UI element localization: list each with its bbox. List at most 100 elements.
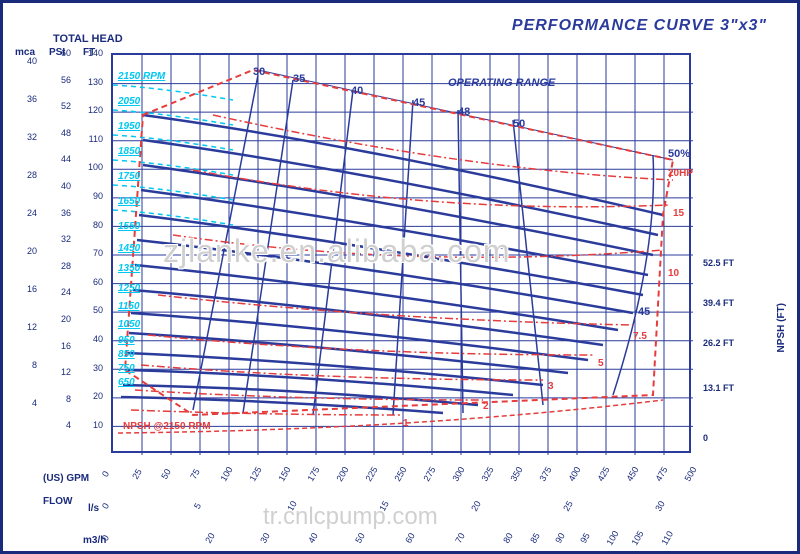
right-52: 52.5 FT bbox=[703, 258, 734, 268]
rpm-1150: 1150 bbox=[118, 301, 140, 312]
npsh-axis-label: NPSH (FT) bbox=[776, 303, 787, 352]
x-m3h-80: 80 bbox=[501, 531, 515, 545]
x-m3h-85: 85 bbox=[528, 531, 542, 545]
x-gpm-200: 200 bbox=[334, 465, 350, 483]
hp-5: 5 bbox=[598, 358, 604, 369]
x-gpm-150: 150 bbox=[276, 465, 292, 483]
x-m3h-30: 30 bbox=[258, 531, 272, 545]
hp-10: 10 bbox=[668, 268, 679, 279]
y-psi-44: 44 bbox=[47, 154, 71, 164]
y-psi-56: 56 bbox=[47, 75, 71, 85]
hp-7.5: 7.5 bbox=[633, 331, 647, 342]
operating-range: OPERATING RANGE bbox=[448, 78, 555, 89]
x-gpm-0: 0 bbox=[100, 469, 111, 478]
eff-30: 30 bbox=[253, 66, 265, 78]
x-gpm-75: 75 bbox=[188, 467, 202, 481]
eff-48: 48 bbox=[458, 106, 470, 118]
x-gpm-425: 425 bbox=[595, 465, 611, 483]
x-gpm-300: 300 bbox=[450, 465, 466, 483]
x-gpm-325: 325 bbox=[479, 465, 495, 483]
right-0: 0 bbox=[703, 433, 708, 443]
y-mca-16: 16 bbox=[13, 284, 37, 294]
watermark-1: zjlanke.en.alibaba.com bbox=[163, 233, 511, 270]
x-ls-5: 5 bbox=[192, 501, 203, 510]
rpm-750: 750 bbox=[118, 363, 135, 374]
rpm-1050: 1050 bbox=[118, 319, 140, 330]
x-m3h-70: 70 bbox=[453, 531, 467, 545]
y-psi-16: 16 bbox=[47, 341, 71, 351]
y-psi-24: 24 bbox=[47, 287, 71, 297]
y-ft-140: 140 bbox=[79, 48, 103, 58]
x-gpm-450: 450 bbox=[624, 465, 640, 483]
x-gpm-175: 175 bbox=[305, 465, 321, 483]
y-ft-110: 110 bbox=[79, 134, 103, 144]
y-mca-24: 24 bbox=[13, 208, 37, 218]
x-gpm-500: 500 bbox=[682, 465, 698, 483]
y-mca-8: 8 bbox=[13, 360, 37, 370]
x-gpm-475: 475 bbox=[653, 465, 669, 483]
y-ft-80: 80 bbox=[79, 220, 103, 230]
rpm-1450: 1450 bbox=[118, 243, 140, 254]
y-ft-40: 40 bbox=[79, 334, 103, 344]
y-mca-4: 4 bbox=[13, 398, 37, 408]
rpm-1650: 1650 bbox=[118, 196, 140, 207]
y-ft-50: 50 bbox=[79, 305, 103, 315]
y-ft-30: 30 bbox=[79, 363, 103, 373]
x-gpm-375: 375 bbox=[537, 465, 553, 483]
y-ft-60: 60 bbox=[79, 277, 103, 287]
rpm-1350: 1350 bbox=[118, 263, 140, 274]
x-m3h-100: 100 bbox=[604, 529, 620, 547]
eff-45: 45 bbox=[413, 97, 425, 109]
x-gpm-125: 125 bbox=[247, 465, 263, 483]
y-ft-90: 90 bbox=[79, 191, 103, 201]
x-gpm-250: 250 bbox=[392, 465, 408, 483]
x-ls-30: 30 bbox=[653, 499, 667, 513]
y-ft-120: 120 bbox=[79, 105, 103, 115]
rpm-850: 850 bbox=[118, 349, 135, 360]
rpm-1750: 1750 bbox=[118, 171, 140, 182]
eff-45b: 45 bbox=[638, 306, 650, 318]
rpm-2050: 2050 bbox=[118, 96, 140, 107]
y-psi-20: 20 bbox=[47, 314, 71, 324]
x-ls-0: 0 bbox=[100, 501, 111, 510]
hp-20: 20HP bbox=[668, 168, 693, 179]
hp-1: 1 bbox=[403, 418, 409, 429]
eff-35: 35 bbox=[293, 73, 305, 85]
x-gpm-225: 225 bbox=[363, 465, 379, 483]
x-m3h-90: 90 bbox=[553, 531, 567, 545]
x-unit-gpm: (US) GPM bbox=[43, 473, 89, 484]
x-ls-20: 20 bbox=[469, 499, 483, 513]
eff-40: 40 bbox=[351, 85, 363, 97]
x-m3h-50: 50 bbox=[353, 531, 367, 545]
y-ft-70: 70 bbox=[79, 248, 103, 258]
x-gpm-25: 25 bbox=[130, 467, 144, 481]
x-gpm-50: 50 bbox=[159, 467, 173, 481]
eff-50: 50 bbox=[513, 118, 525, 130]
rpm-1950: 1950 bbox=[118, 121, 140, 132]
y-mca-12: 12 bbox=[13, 322, 37, 332]
x-ls-25: 25 bbox=[561, 499, 575, 513]
y-psi-48: 48 bbox=[47, 128, 71, 138]
y-mca-36: 36 bbox=[13, 94, 37, 104]
rpm-650: 650 bbox=[118, 377, 135, 388]
hp-3: 3 bbox=[548, 381, 554, 392]
y-psi-40: 40 bbox=[47, 181, 71, 191]
x-gpm-400: 400 bbox=[566, 465, 582, 483]
x-m3h-110: 110 bbox=[659, 529, 675, 546]
y-psi-36: 36 bbox=[47, 208, 71, 218]
x-unit-ls: l/s bbox=[88, 503, 99, 514]
x-m3h-20: 20 bbox=[203, 531, 217, 545]
x-m3h-95: 95 bbox=[578, 531, 592, 545]
y-psi-4: 4 bbox=[47, 420, 71, 430]
y-psi-52: 52 bbox=[47, 101, 71, 111]
x-gpm-275: 275 bbox=[421, 465, 437, 483]
y-psi-12: 12 bbox=[47, 367, 71, 377]
rpm-1850: 1850 bbox=[118, 146, 140, 157]
x-m3h-60: 60 bbox=[403, 531, 417, 545]
x-m3h-40: 40 bbox=[306, 531, 320, 545]
y-ft-20: 20 bbox=[79, 391, 103, 401]
y-ft-10: 10 bbox=[79, 420, 103, 430]
y-psi-28: 28 bbox=[47, 261, 71, 271]
npsh-label: NPSH @2150 RPM bbox=[123, 421, 211, 432]
eff-50pct: 50% bbox=[668, 148, 690, 160]
